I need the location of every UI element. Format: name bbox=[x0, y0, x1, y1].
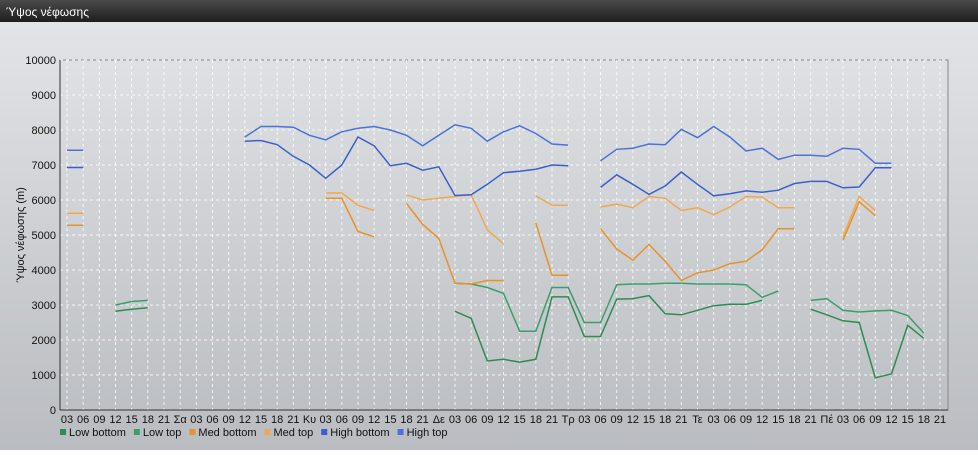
x-tick-label: 12 bbox=[756, 414, 768, 426]
x-tick-label: Τε bbox=[692, 414, 703, 426]
series-line bbox=[67, 124, 892, 165]
title-bar bbox=[0, 0, 978, 22]
legend-swatch bbox=[264, 429, 271, 435]
x-tick-label: Πέ bbox=[820, 414, 833, 426]
x-tick-label: 06 bbox=[206, 414, 218, 426]
y-tick-label: 1000 bbox=[32, 370, 56, 382]
legend-label: Med top bbox=[274, 427, 314, 439]
x-tick-label: 18 bbox=[271, 414, 283, 426]
x-tick-label: 15 bbox=[514, 414, 526, 426]
x-tick-label: 12 bbox=[497, 414, 509, 426]
x-tick-label: 06 bbox=[724, 414, 736, 426]
x-tick-label: Κυ bbox=[303, 414, 316, 426]
legend-swatch bbox=[397, 429, 404, 435]
y-tick-label: 0 bbox=[50, 405, 56, 417]
x-tick-label: 15 bbox=[772, 414, 784, 426]
x-tick-label: 03 bbox=[708, 414, 720, 426]
x-tick-label: 03 bbox=[61, 414, 73, 426]
x-tick-label: 06 bbox=[465, 414, 477, 426]
y-axis-label: Ύψος νέφωσης (m) bbox=[15, 187, 27, 283]
legend-swatch bbox=[321, 429, 328, 435]
x-tick-label: 12 bbox=[885, 414, 897, 426]
x-tick-label: 15 bbox=[126, 414, 138, 426]
x-tick-label: 15 bbox=[902, 414, 914, 426]
x-tick-label: 12 bbox=[368, 414, 380, 426]
x-tick-label: 21 bbox=[417, 414, 429, 426]
x-tick-label: 06 bbox=[336, 414, 348, 426]
x-tick-label: 21 bbox=[675, 414, 687, 426]
y-tick-label: 9000 bbox=[32, 90, 56, 102]
x-tick-label: 15 bbox=[255, 414, 267, 426]
x-tick-label: 12 bbox=[109, 414, 121, 426]
legend-label: Low bottom bbox=[69, 427, 126, 439]
x-tick-label: 09 bbox=[611, 414, 623, 426]
x-tick-label: 21 bbox=[287, 414, 299, 426]
y-tick-label: 10000 bbox=[25, 55, 56, 67]
y-tick-label: 4000 bbox=[32, 265, 56, 277]
x-tick-label: 21 bbox=[158, 414, 170, 426]
x-tick-label: 18 bbox=[918, 414, 930, 426]
x-tick-label: 21 bbox=[546, 414, 558, 426]
x-tick-label: 12 bbox=[239, 414, 251, 426]
x-tick-label: 06 bbox=[594, 414, 606, 426]
chart-title: Ύψος νέφωσης bbox=[6, 5, 89, 19]
x-tick-label: 09 bbox=[93, 414, 105, 426]
series-line bbox=[67, 192, 876, 245]
x-tick-label: 03 bbox=[320, 414, 332, 426]
series-line bbox=[115, 282, 925, 334]
legend-swatch bbox=[133, 429, 140, 435]
legend-swatch bbox=[189, 429, 196, 435]
x-tick-label: 09 bbox=[869, 414, 881, 426]
x-tick-label: 09 bbox=[740, 414, 752, 426]
series-line bbox=[67, 135, 892, 197]
y-tick-label: 7000 bbox=[32, 160, 56, 172]
legend-label: High bottom bbox=[330, 427, 389, 439]
x-tick-label: Σα bbox=[174, 414, 188, 426]
x-tick-label: 21 bbox=[934, 414, 946, 426]
legend-label: High top bbox=[407, 427, 448, 439]
x-tick-label: 09 bbox=[481, 414, 493, 426]
series-line bbox=[115, 294, 925, 379]
x-tick-label: 18 bbox=[788, 414, 800, 426]
y-tick-label: 2000 bbox=[32, 335, 56, 347]
x-tick-label: 06 bbox=[77, 414, 89, 426]
x-tick-label: 18 bbox=[400, 414, 412, 426]
x-tick-label: 12 bbox=[627, 414, 639, 426]
x-tick-label: 15 bbox=[384, 414, 396, 426]
y-tick-label: 6000 bbox=[32, 195, 56, 207]
x-tick-label: 09 bbox=[352, 414, 364, 426]
x-tick-label: 03 bbox=[449, 414, 461, 426]
x-tick-label: Δε bbox=[433, 414, 445, 426]
x-tick-label: 15 bbox=[643, 414, 655, 426]
y-tick-label: 5000 bbox=[32, 230, 56, 242]
series-line bbox=[67, 197, 876, 285]
x-tick-label: 18 bbox=[142, 414, 154, 426]
x-tick-label: 09 bbox=[223, 414, 235, 426]
legend-label: Low top bbox=[143, 427, 182, 439]
x-tick-label: 06 bbox=[853, 414, 865, 426]
x-tick-label: Τρ bbox=[562, 414, 575, 426]
x-tick-label: 21 bbox=[805, 414, 817, 426]
x-tick-label: 18 bbox=[530, 414, 542, 426]
y-tick-label: 8000 bbox=[32, 125, 56, 137]
x-tick-label: 03 bbox=[190, 414, 202, 426]
x-tick-label: 18 bbox=[659, 414, 671, 426]
x-tick-label: 03 bbox=[578, 414, 590, 426]
y-tick-label: 3000 bbox=[32, 300, 56, 312]
legend-swatch bbox=[60, 429, 66, 435]
x-tick-label: 03 bbox=[837, 414, 849, 426]
legend-label: Med bottom bbox=[198, 427, 256, 439]
